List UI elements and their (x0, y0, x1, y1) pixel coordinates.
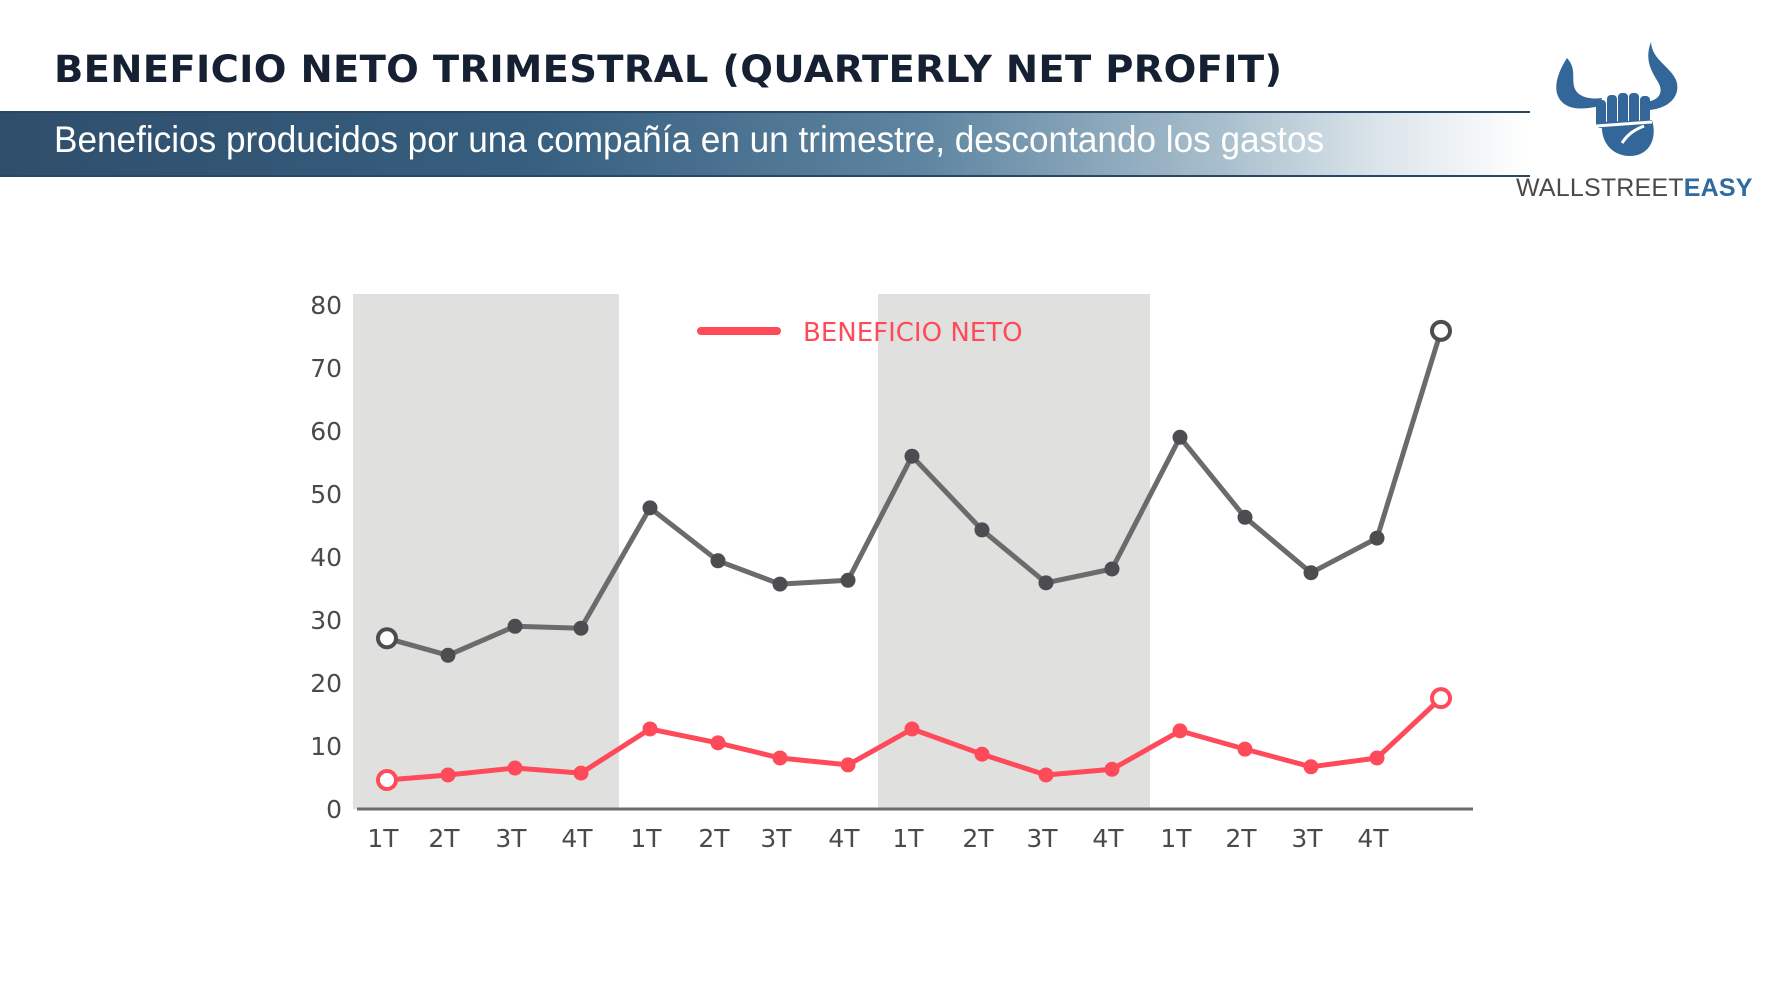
brand-wordmark: WALLSTREETEASY (1516, 174, 1753, 203)
net-profit-series (376, 687, 1452, 792)
brand-name-light: WALLSTREET (1516, 174, 1684, 202)
page-subtitle: Beneficios producidos por una compañía e… (54, 119, 1325, 160)
data-point (772, 750, 788, 766)
data-point-open (1430, 319, 1452, 342)
data-point (573, 765, 589, 781)
data-point (1172, 429, 1188, 445)
data-point (840, 572, 856, 588)
y-tick-label: 40 (310, 543, 342, 572)
legend: BENEFICIO NETO (697, 318, 1023, 348)
data-point (507, 760, 523, 776)
data-point (1303, 759, 1319, 775)
data-point (840, 757, 856, 773)
data-point (440, 647, 456, 663)
data-point (904, 448, 920, 464)
x-tick-label: 4T (1357, 824, 1389, 853)
x-tick-label: 2T (698, 824, 730, 853)
data-point (1104, 761, 1120, 777)
x-tick-label: 3T (495, 824, 527, 853)
subtitle-band (0, 111, 1530, 177)
y-tick-label: 20 (310, 669, 342, 698)
data-point (1369, 750, 1385, 766)
data-point (974, 746, 990, 762)
x-tick-label: 3T (1291, 824, 1323, 853)
data-point (1237, 741, 1253, 757)
x-tick-label: 4T (828, 824, 860, 853)
data-series (376, 319, 1452, 792)
x-tick-label: 1T (892, 824, 924, 853)
data-point (642, 500, 658, 516)
data-point (904, 721, 920, 737)
data-point-open (1430, 687, 1452, 710)
year-band (878, 294, 1150, 809)
data-point (1104, 561, 1120, 577)
shaded-year-bands (353, 294, 1150, 809)
data-point (1172, 723, 1188, 739)
y-tick-label: 60 (310, 417, 342, 446)
y-axis-ticks: 0 10 20 30 40 50 60 70 80 (310, 291, 342, 824)
x-axis-ticks: 1T 2T 3T 4T 1T 2T 3T 4T 1T 2T 3T 4T 1T 2T 3T 4T (367, 824, 1389, 853)
bull-horns-fist-icon (1556, 42, 1678, 156)
data-point (710, 735, 726, 751)
brand-name-bold: EASY (1683, 174, 1753, 202)
data-point (772, 576, 788, 592)
x-tick-label: 4T (561, 824, 593, 853)
x-tick-label: 3T (760, 824, 792, 853)
x-tick-label: 2T (1225, 824, 1257, 853)
x-tick-label: 2T (962, 824, 994, 853)
y-tick-label: 0 (326, 795, 342, 824)
x-tick-label: 2T (428, 824, 460, 853)
data-point (1303, 565, 1319, 581)
y-tick-label: 10 (310, 732, 342, 761)
x-tick-label: 1T (630, 824, 662, 853)
data-point (642, 721, 658, 737)
data-point (1237, 509, 1253, 525)
x-tick-label: 1T (1160, 824, 1192, 853)
data-point-open (376, 627, 398, 650)
page-title: BENEFICIO NETO TRIMESTRAL (QUARTERLY NET… (54, 48, 1283, 91)
y-tick-label: 30 (310, 606, 342, 635)
data-point (1369, 530, 1385, 546)
data-point (507, 618, 523, 634)
data-point (974, 522, 990, 538)
data-point (1038, 767, 1054, 783)
year-band (353, 294, 619, 809)
x-tick-label: 1T (367, 824, 399, 853)
x-tick-label: 3T (1026, 824, 1058, 853)
y-tick-label: 50 (310, 480, 342, 509)
y-tick-label: 80 (310, 291, 342, 320)
data-point (710, 553, 726, 569)
data-point (573, 620, 589, 636)
gray-series (376, 319, 1452, 663)
data-point (440, 767, 456, 783)
legend-label: BENEFICIO NETO (803, 318, 1023, 348)
y-tick-label: 70 (310, 354, 342, 383)
data-point (1038, 575, 1054, 591)
data-point-open (376, 769, 398, 792)
x-tick-label: 4T (1092, 824, 1124, 853)
